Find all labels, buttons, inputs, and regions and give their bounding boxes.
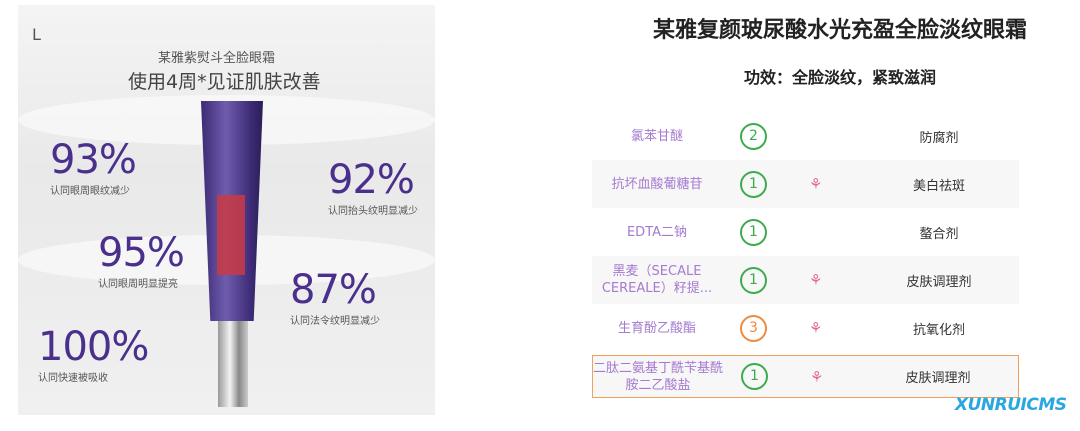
product-cap xyxy=(218,321,248,407)
stat-93: 93% 认同眼周眼纹减少 xyxy=(50,137,137,197)
promo-headline: 使用4周*见证肌肤改善 xyxy=(128,71,321,93)
ingredient-row[interactable]: 氯苯甘醚 2 防腐剂 xyxy=(592,112,1019,160)
ingredient-name: 黑麦（SECALE CEREALE）籽提... xyxy=(601,264,713,296)
stat-100: 100% 认同快速被吸收 xyxy=(38,324,149,384)
promo-title: 某雅紫熨斗全脸眼霜 xyxy=(158,51,276,66)
watermark-logo: XUNRUICMS xyxy=(955,395,1067,415)
ingredient-name: EDTA二钠 xyxy=(626,224,688,240)
ingredient-name: 生育酚乙酸酯 xyxy=(617,320,696,336)
acne-risk-icon: ⚘ xyxy=(809,319,823,337)
stat-87: 87% 认同法令纹明显减少 xyxy=(290,267,380,327)
ingredient-function: 皮肤调理剂 xyxy=(906,274,972,290)
safety-score-badge: 2 xyxy=(740,122,767,150)
acne-risk-icon: ⚘ xyxy=(809,175,823,193)
stat-92: 92% 认同抬头纹明显减少 xyxy=(328,157,418,217)
ingredient-function: 皮肤调理剂 xyxy=(905,371,971,386)
safety-score-badge: 3 xyxy=(740,314,767,342)
ingredient-row[interactable]: 生育酚乙酸酯 3 ⚘ 抗氧化剂 xyxy=(592,304,1019,352)
ingredient-row[interactable]: 黑麦（SECALE CEREALE）籽提... 1 ⚘ 皮肤调理剂 xyxy=(592,256,1019,304)
ingredient-function: 抗氧化剂 xyxy=(912,322,965,338)
product-promo-image: L 某雅紫熨斗全脸眼霜 使用4周*见证肌肤改善 93% 认同眼周眼纹减少 92% 认… xyxy=(18,5,435,415)
safety-score-badge: 1 xyxy=(740,266,767,294)
ingredient-function: 美白祛斑 xyxy=(912,178,965,194)
product-title: 某雅复颜玻尿酸水光充盈全脸淡纹眼霜 xyxy=(652,18,1027,43)
acne-risk-icon: ⚘ xyxy=(809,271,823,289)
ingredient-table: 氯苯甘醚 2 防腐剂 抗坏血酸葡糖苷 1 ⚘ 美白祛斑 EDTA二钠 1 螯合剂 黑麦… xyxy=(592,112,1019,398)
ingredient-function: 螯合剂 xyxy=(919,226,959,242)
ingredient-name: 二肽二氨基丁酰苄基酰胺二乙酸盐 xyxy=(593,360,724,393)
safety-score-badge: 1 xyxy=(740,170,767,198)
acne-risk-icon: ⚘ xyxy=(810,367,824,386)
safety-score-badge: 1 xyxy=(741,363,768,390)
ingredient-row[interactable]: EDTA二钠 1 螯合剂 xyxy=(592,208,1019,256)
safety-score-badge: 1 xyxy=(740,218,767,246)
ingredient-row[interactable]: 抗坏血酸葡糖苷 1 ⚘ 美白祛斑 xyxy=(592,160,1019,208)
product-subtitle: 功效：全脸淡纹，紧致滋润 xyxy=(743,68,936,87)
ingredient-name: 抗坏血酸葡糖苷 xyxy=(611,176,703,192)
product-label xyxy=(217,195,245,275)
ingredient-function: 防腐剂 xyxy=(919,130,959,146)
ingredient-row[interactable]: 二肽二氨基丁酰苄基酰胺二乙酸盐 1 ⚘ 皮肤调理剂 xyxy=(592,355,1019,398)
ingredient-name: 氯苯甘醚 xyxy=(630,128,683,144)
stat-95: 95% 认同眼周明显提亮 xyxy=(98,230,185,290)
brand-mark: L xyxy=(32,25,41,44)
